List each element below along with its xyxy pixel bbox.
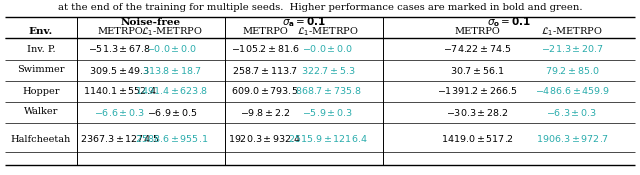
Text: $-9.8 \pm 2.2$: $-9.8 \pm 2.2$ [240, 107, 290, 117]
Text: $1920.3 \pm 932.4$: $1920.3 \pm 932.4$ [228, 134, 301, 145]
Text: $-5.9 \pm 0.3$: $-5.9 \pm 0.3$ [303, 107, 353, 117]
Text: METRPO: METRPO [97, 27, 143, 37]
Text: $-0.0 \pm 0.0$: $-0.0 \pm 0.0$ [147, 44, 198, 54]
Text: $609.0 \pm 793.5$: $609.0 \pm 793.5$ [232, 86, 299, 96]
Text: Env.: Env. [29, 27, 53, 37]
Text: at the end of the training for multiple seeds.  Higher performance cases are mar: at the end of the training for multiple … [58, 2, 582, 12]
Text: $322.7 \pm 5.3$: $322.7 \pm 5.3$ [301, 65, 355, 75]
Text: $2367.3 \pm 1274.5$: $2367.3 \pm 1274.5$ [81, 134, 159, 145]
Text: $-51.3 \pm 67.8$: $-51.3 \pm 67.8$ [88, 44, 152, 54]
Text: Halfcheetah: Halfcheetah [11, 135, 71, 144]
Text: $30.7 \pm 56.1$: $30.7 \pm 56.1$ [450, 65, 504, 75]
Text: $2515.9 \pm 1216.4$: $2515.9 \pm 1216.4$ [288, 134, 368, 145]
Text: $313.8 \pm 18.7$: $313.8 \pm 18.7$ [142, 65, 202, 75]
Text: $868.7 \pm 735.8$: $868.7 \pm 735.8$ [295, 86, 361, 96]
Text: $-486.6 \pm 459.9$: $-486.6 \pm 459.9$ [534, 86, 609, 96]
Text: $-74.22 \pm 74.5$: $-74.22 \pm 74.5$ [443, 44, 511, 54]
Text: $\mathcal{L}_1$-METRPO: $\mathcal{L}_1$-METRPO [141, 26, 203, 38]
Text: $\sigma_{\mathbf{o}} = \mathbf{0.1}$: $\sigma_{\mathbf{o}} = \mathbf{0.1}$ [487, 16, 531, 29]
Text: $-30.3 \pm 28.2$: $-30.3 \pm 28.2$ [446, 107, 508, 117]
Text: $1491.4 \pm 623.8$: $1491.4 \pm 623.8$ [136, 86, 209, 96]
Text: Swimmer: Swimmer [17, 65, 65, 75]
Text: $-0.0 \pm 0.0$: $-0.0 \pm 0.0$ [303, 44, 353, 54]
Text: $309.5 \pm 49.3$: $309.5 \pm 49.3$ [90, 65, 150, 75]
Text: $-1391.2 \pm 266.5$: $-1391.2 \pm 266.5$ [436, 86, 517, 96]
Text: $1419.0 \pm 517.2$: $1419.0 \pm 517.2$ [441, 134, 513, 145]
Text: Inv. P.: Inv. P. [27, 44, 55, 54]
Text: $2588.6 \pm 955.1$: $2588.6 \pm 955.1$ [136, 134, 209, 145]
Text: Walker: Walker [24, 107, 58, 117]
Text: Noise-free: Noise-free [121, 18, 181, 27]
Text: $1906.3 \pm 972.7$: $1906.3 \pm 972.7$ [536, 134, 608, 145]
Text: $79.2 \pm 85.0$: $79.2 \pm 85.0$ [545, 65, 600, 75]
Text: $\mathcal{L}_1$-METRPO: $\mathcal{L}_1$-METRPO [297, 26, 359, 38]
Text: $-6.3 \pm 0.3$: $-6.3 \pm 0.3$ [547, 107, 598, 117]
Text: $1140.1 \pm 552.4$: $1140.1 \pm 552.4$ [83, 86, 157, 96]
Text: $-105.2 \pm 81.6$: $-105.2 \pm 81.6$ [230, 44, 300, 54]
Text: Hopper: Hopper [22, 86, 60, 96]
Text: $-6.6 \pm 0.3$: $-6.6 \pm 0.3$ [95, 107, 145, 117]
Text: $-21.3 \pm 20.7$: $-21.3 \pm 20.7$ [541, 44, 603, 54]
Text: METRPO: METRPO [242, 27, 288, 37]
Text: $-6.9 \pm 0.5$: $-6.9 \pm 0.5$ [147, 107, 198, 117]
Text: $\mathcal{L}_1$-METRPO: $\mathcal{L}_1$-METRPO [541, 26, 603, 38]
Text: $\sigma_{\mathbf{a}} = \mathbf{0.1}$: $\sigma_{\mathbf{a}} = \mathbf{0.1}$ [282, 16, 326, 29]
Text: METRPO: METRPO [454, 27, 500, 37]
Text: $258.7 \pm 113.7$: $258.7 \pm 113.7$ [232, 65, 298, 75]
